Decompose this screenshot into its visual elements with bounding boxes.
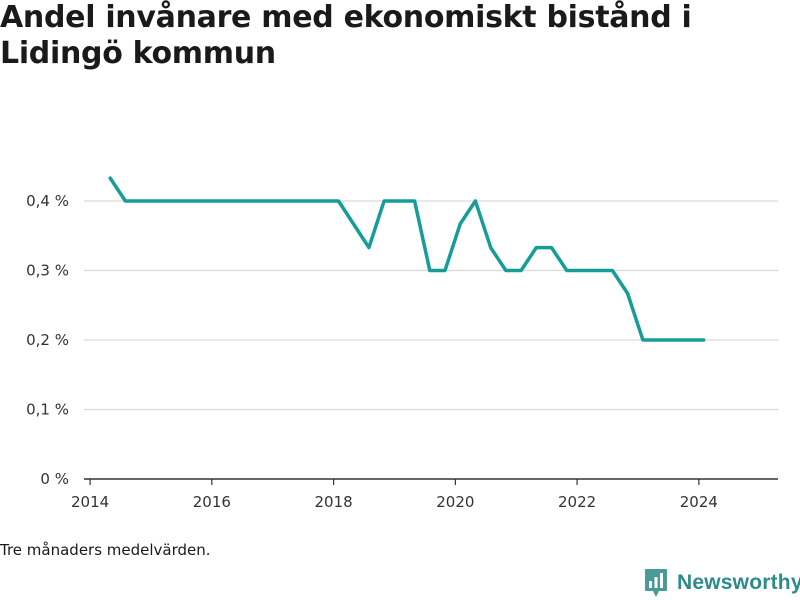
- y-tick-label: 0 %: [40, 470, 69, 488]
- y-axis-tick-labels: 0 % 0,1 % 0,2 % 0,3 % 0,4 %: [26, 192, 69, 488]
- x-tick-label: 2018: [315, 493, 353, 511]
- y-tick-label: 0,4 %: [26, 192, 69, 210]
- bar-chart-icon: [645, 569, 667, 597]
- chart-title-line-2: Lidingö kommun: [0, 36, 276, 71]
- gridlines: [84, 200, 778, 411]
- x-tick-label: 2014: [71, 493, 109, 511]
- x-tick-label: 2016: [193, 493, 231, 511]
- newsworthy-logo: Newsworthy: [644, 568, 800, 598]
- footnote: Tre månaders medelvärden.: [0, 541, 211, 559]
- y-tick-label: 0,1 %: [26, 401, 69, 419]
- chart-title-line-1: Andel invånare med ekonomiskt bistånd i: [0, 0, 692, 35]
- x-tick-label: 2022: [558, 493, 596, 511]
- x-tick-label: 2024: [680, 493, 718, 511]
- brand-name: Newsworthy: [677, 571, 800, 594]
- y-tick-label: 0,3 %: [26, 262, 69, 280]
- x-tick-label: 2020: [436, 493, 474, 511]
- y-tick-label: 0,2 %: [26, 331, 69, 349]
- series-line: [108, 176, 706, 342]
- chart-title: Andel invånare med ekonomiskt bistånd i …: [0, 0, 790, 72]
- x-axis-ticks: 2014 2016 2018 2020 2022 2024: [71, 479, 718, 511]
